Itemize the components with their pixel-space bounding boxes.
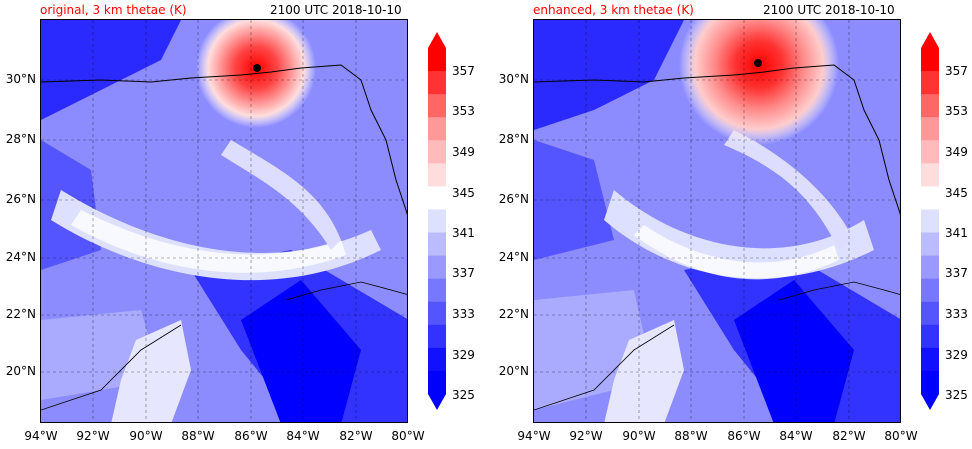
colorbar-extend-top (921, 32, 939, 48)
colorbar-band (428, 117, 446, 141)
colorbar-label: 345 (945, 186, 968, 200)
lon-label: 86°W (234, 429, 268, 443)
lat-label: 28°N (498, 132, 529, 146)
colorbar-band (921, 71, 939, 95)
map-enhanced (533, 19, 901, 423)
lon-label: 80°W (884, 429, 918, 443)
panel-title-time: 2100 UTC 2018-10-10 (270, 3, 402, 17)
lat-label: 24°N (5, 250, 36, 264)
colorbar-band (428, 232, 446, 257)
lat-label: 22°N (5, 307, 36, 321)
lat-label: 30°N (5, 72, 36, 86)
colorbar-band (921, 186, 939, 210)
lon-label: 86°W (727, 429, 761, 443)
colorbar-band (921, 347, 939, 372)
colorbar-label: 329 (452, 348, 475, 362)
colorbar-extend-top (428, 32, 446, 48)
colorbar-band (428, 255, 446, 280)
map-original (40, 19, 408, 423)
lat-label: 22°N (498, 307, 529, 321)
colorbar-band (428, 140, 446, 164)
colorbar-band (921, 232, 939, 257)
lon-label: 82°W (832, 429, 866, 443)
colorbar-label: 325 (452, 388, 475, 402)
lon-label: 88°W (674, 429, 708, 443)
colorbar-band (428, 301, 446, 326)
colorbar-band (921, 209, 939, 234)
lon-label: 92°W (569, 429, 603, 443)
lon-label: 94°W (24, 429, 58, 443)
colorbar-label: 353 (452, 104, 475, 118)
colorbar-label: 333 (452, 307, 475, 321)
colorbar-band (428, 163, 446, 187)
lon-label: 92°W (76, 429, 110, 443)
colorbar-label: 345 (452, 186, 475, 200)
colorbar-label: 337 (452, 266, 475, 280)
thetae-field-enhanced (534, 20, 900, 422)
colorbar-band (428, 209, 446, 234)
colorbar-band (921, 255, 939, 280)
lon-label: 84°W (286, 429, 320, 443)
lon-label: 90°W (129, 429, 163, 443)
lat-label: 28°N (5, 132, 36, 146)
colorbar-label: 349 (452, 145, 475, 159)
colorbar-label: 357 (452, 64, 475, 78)
colorbar-band (921, 370, 939, 395)
colorbar (921, 32, 939, 410)
colorbar-band (428, 278, 446, 303)
colorbar-band (921, 301, 939, 326)
colorbar-band (921, 48, 939, 72)
lon-label: 82°W (339, 429, 373, 443)
lon-label: 88°W (181, 429, 215, 443)
colorbar-band (921, 94, 939, 118)
panel-title-left: enhanced, 3 km thetae (K) (533, 3, 694, 17)
colorbar-band (428, 71, 446, 95)
colorbar-label: 341 (452, 226, 475, 240)
lat-label: 20°N (498, 364, 529, 378)
colorbar-band (428, 186, 446, 210)
colorbar-label: 329 (945, 348, 968, 362)
lat-label: 30°N (498, 72, 529, 86)
colorbar-band (921, 163, 939, 187)
lon-label: 90°W (622, 429, 656, 443)
colorbar-band (921, 140, 939, 164)
colorbar-band (921, 324, 939, 349)
colorbar-extend-bottom (921, 394, 939, 410)
colorbar-label: 325 (945, 388, 968, 402)
colorbar-label: 353 (945, 104, 968, 118)
panel-original: original, 3 km thetae (K) 2100 UTC 2018-… (0, 0, 475, 449)
colorbar-label: 337 (945, 266, 968, 280)
panel-enhanced: enhanced, 3 km thetae (K) 2100 UTC 2018-… (493, 0, 968, 449)
panel-title-time: 2100 UTC 2018-10-10 (763, 3, 895, 17)
colorbar-label: 341 (945, 226, 968, 240)
colorbar-band (428, 324, 446, 349)
lat-label: 24°N (498, 250, 529, 264)
colorbar-band (428, 48, 446, 72)
colorbar-band (428, 347, 446, 372)
panel-title-left: original, 3 km thetae (K) (40, 3, 187, 17)
colorbar-band (921, 117, 939, 141)
lat-label: 26°N (498, 192, 529, 206)
colorbar (428, 32, 446, 410)
lat-label: 26°N (5, 192, 36, 206)
colorbar-extend-bottom (428, 394, 446, 410)
colorbar-band (428, 94, 446, 118)
lon-label: 80°W (391, 429, 425, 443)
lon-label: 84°W (779, 429, 813, 443)
colorbar-band (428, 370, 446, 395)
lon-label: 94°W (517, 429, 551, 443)
colorbar-band (921, 278, 939, 303)
lat-label: 20°N (5, 364, 36, 378)
colorbar-label: 349 (945, 145, 968, 159)
colorbar-label: 333 (945, 307, 968, 321)
colorbar-label: 357 (945, 64, 968, 78)
thetae-field-original (41, 20, 407, 422)
